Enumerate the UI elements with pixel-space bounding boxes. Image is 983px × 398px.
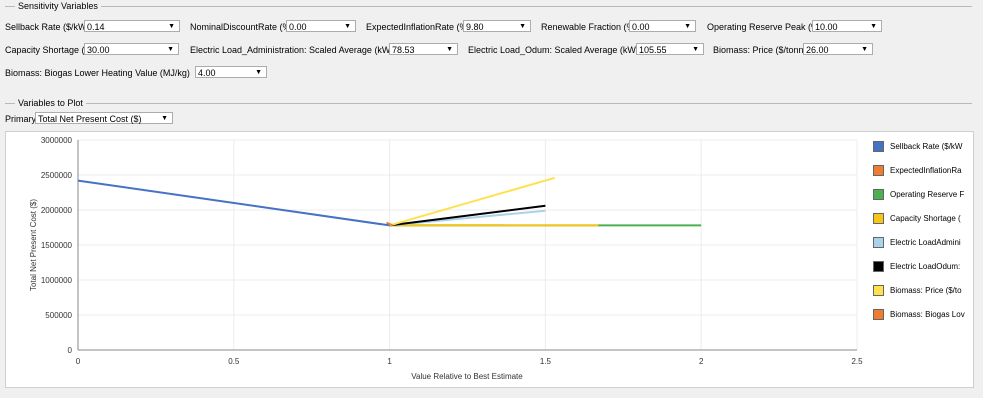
operating-reserve-peak-value: 10.00 [815,22,838,32]
chevron-down-icon: ▼ [692,46,699,53]
x-tick-label: 0 [76,357,81,366]
electric-load-admin-value: 78.53 [392,45,415,55]
chevron-down-icon: ▼ [161,115,168,122]
legend-item: Capacity Shortage ( [873,213,961,224]
x-tick-label: 0.5 [228,357,240,366]
x-tick-label: 2.5 [851,357,863,366]
variables-to-plot-title: Variables to Plot [15,98,86,108]
legend-swatch [873,285,884,296]
sellback-rate-value: 0.14 [87,22,105,32]
variables-to-plot-group: Variables to Plot [5,98,972,108]
y-tick-label: 3000000 [41,136,73,145]
legend-item: Electric LoadOdum: [873,261,960,272]
chevron-down-icon: ▼ [684,23,691,30]
biogas-heating-value-value: 4.00 [198,68,216,78]
nominal-discount-rate-label: NominalDiscountRate (%) [190,22,294,32]
x-tick-label: 1.5 [540,357,552,366]
x-axis-title: Value Relative to Best Estimate [411,372,523,381]
expected-inflation-rate-label: ExpectedInflationRate (%) [366,22,471,32]
y-tick-label: 1000000 [41,276,73,285]
legend-swatch [873,141,884,152]
chart-panel [5,131,974,388]
legend-label: Electric LoadOdum: [890,262,961,271]
chevron-down-icon: ▼ [519,23,526,30]
renewable-fraction-label: Renewable Fraction (%) [541,22,638,32]
y-axis-title: Total Net Present Cost ($) [29,199,38,291]
expected-inflation-rate-select[interactable]: 9.80 ▼ [463,20,531,32]
operating-reserve-peak-select[interactable]: 10.00 ▼ [812,20,882,32]
legend-item: Electric LoadAdmini [873,237,961,248]
biogas-heating-value-select[interactable]: 4.00 ▼ [195,66,267,78]
capacity-shortage-label: Capacity Shortage (%) [5,45,96,55]
legend-item: ExpectedInflationRa [873,165,962,176]
electric-load-admin-select[interactable]: 78.53 ▼ [389,43,458,55]
legend-item: Biomass: Price ($/to [873,285,962,296]
electric-load-admin-label: Electric Load_Administration: Scaled Ave… [190,45,406,55]
sensitivity-variables-title: Sensitivity Variables [15,1,101,11]
legend-label: Operating Reserve F [890,190,965,199]
legend-label: Biomass: Biogas Lov [890,310,965,319]
electric-load-odum-label: Electric Load_Odum: Scaled Average (kWh/… [468,45,652,55]
chevron-down-icon: ▼ [255,69,262,76]
legend-item: Sellback Rate ($/kW [873,141,962,152]
capacity-shortage-select[interactable]: 30.00 ▼ [84,43,179,55]
series-line-7 [386,221,394,227]
sensitivity-variables-group: Sensitivity Variables [5,1,972,11]
sellback-rate-select[interactable]: 0.14 ▼ [84,20,180,32]
legend-swatch [873,213,884,224]
legend-swatch [873,309,884,320]
legend-item: Biomass: Biogas Lov [873,309,965,320]
sellback-rate-label: Sellback Rate ($/kWh) [5,22,95,32]
biomass-price-value: 26.00 [806,45,829,55]
chevron-down-icon: ▼ [861,46,868,53]
legend-item: Operating Reserve F [873,189,964,200]
biomass-price-select[interactable]: 26.00 ▼ [803,43,873,55]
primary-variable-select[interactable]: Total Net Present Cost ($) ▼ [35,112,173,124]
operating-reserve-peak-label: Operating Reserve Peak (%) [707,22,823,32]
legend-label: Electric LoadAdmini [890,238,961,247]
expected-inflation-rate-value: 9.80 [466,22,484,32]
nominal-discount-rate-value: 0.00 [289,22,307,32]
chevron-down-icon: ▼ [344,23,351,30]
capacity-shortage-value: 30.00 [87,45,110,55]
y-tick-label: 0 [68,346,73,355]
series-line-5 [389,204,546,227]
legend-swatch [873,261,884,272]
electric-load-odum-select[interactable]: 105.55 ▼ [636,43,704,55]
x-tick-label: 1 [387,357,392,366]
chevron-down-icon: ▼ [168,23,175,30]
x-tick-label: 2 [699,357,704,366]
legend-swatch [873,237,884,248]
biomass-price-label: Biomass: Price ($/tonne) [713,45,812,55]
chevron-down-icon: ▼ [446,46,453,53]
series-line-6 [389,176,556,227]
chevron-down-icon: ▼ [870,23,877,30]
legend-label: ExpectedInflationRa [890,166,962,175]
y-tick-label: 1500000 [41,241,73,250]
legend-swatch [873,189,884,200]
nominal-discount-rate-select[interactable]: 0.00 ▼ [286,20,356,32]
primary-label: Primary [5,114,36,124]
legend-label: Biomass: Price ($/to [890,286,962,295]
electric-load-odum-value: 105.55 [639,45,667,55]
primary-variable-value: Total Net Present Cost ($) [38,114,142,124]
y-tick-label: 2500000 [41,171,73,180]
renewable-fraction-select[interactable]: 0.00 ▼ [629,20,696,32]
legend-label: Capacity Shortage ( [890,214,961,223]
y-tick-label: 2000000 [41,206,73,215]
legend-swatch [873,165,884,176]
biogas-heating-value-label: Biomass: Biogas Lower Heating Value (MJ/… [5,68,190,78]
chevron-down-icon: ▼ [167,46,174,53]
legend-label: Sellback Rate ($/kW [890,142,963,151]
series-line-0 [77,179,390,227]
renewable-fraction-value: 0.00 [632,22,650,32]
y-tick-label: 500000 [45,311,72,320]
